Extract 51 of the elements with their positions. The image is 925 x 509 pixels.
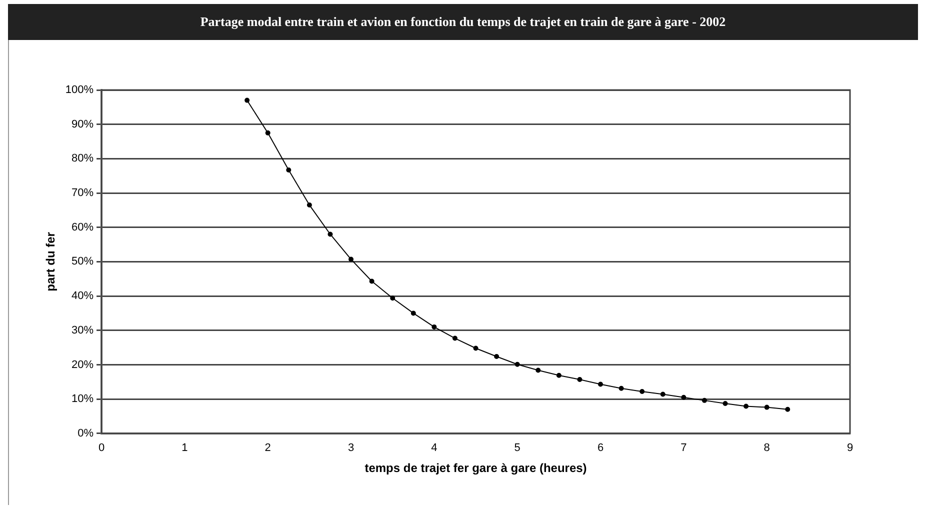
y-tick-label: 50% [72,256,94,268]
point [494,354,500,359]
point [785,406,790,412]
point [514,362,520,367]
x-tick-label: 0 [98,442,105,454]
point [744,404,749,409]
point [328,232,333,237]
point [369,278,374,284]
y-tick-label: 100% [65,84,94,96]
y-tick-label: 70% [72,187,94,200]
point [306,202,312,208]
y-tick-label: 90% [72,118,94,130]
point [390,296,396,301]
point [556,372,562,378]
x-tick-label: 6 [597,442,604,454]
point [348,256,354,262]
y-axis-title: part du fer [44,232,58,292]
point [286,168,292,173]
point [452,336,458,341]
point [681,394,686,400]
y-tick-label: 80% [72,152,94,165]
x-tick-label: 2 [264,442,271,454]
point [660,392,666,397]
x-tick-label: 9 [846,442,854,454]
y-tick-label: 10% [72,393,94,406]
y-tick-label: 60% [72,221,94,234]
point [702,398,707,403]
point [473,346,478,351]
point [598,382,604,387]
x-tick-label: 3 [348,442,354,454]
point [536,368,541,373]
point [640,389,645,394]
point [410,310,416,316]
point [265,130,270,136]
x-axis-title: temps de trajet fer gare à gare (heures) [364,461,587,476]
y-tick-label: 40% [72,290,94,302]
point [618,386,624,391]
x-tick-label: 5 [514,442,520,454]
x-tick-label: 8 [764,442,770,454]
y-tick-label: 20% [72,358,94,371]
point [244,98,250,103]
y-tick-label: 0% [78,427,94,440]
y-tick-label: 30% [72,324,94,336]
point [764,404,770,410]
x-tick-label: 7 [680,442,687,454]
x-tick-label: 1 [182,442,188,454]
point [722,401,728,406]
point [577,376,582,382]
chart-title: Partage modal entre train et avion en fonction du temps de trajet en train de gare à gare - 2002 [8,4,918,40]
point [432,324,437,330]
x-tick-label: 4 [431,442,438,454]
